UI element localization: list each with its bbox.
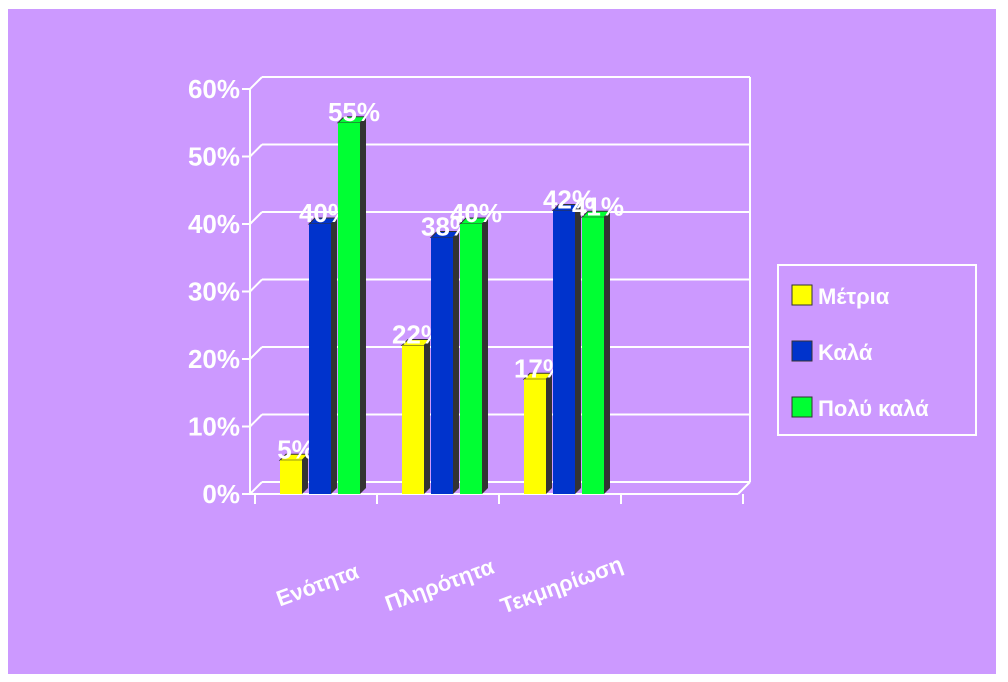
legend-label: Μέτρια xyxy=(818,284,890,309)
bar xyxy=(402,345,424,494)
legend-label: Καλά xyxy=(818,340,873,365)
legend: Μέτρια Καλά Πολύ καλά xyxy=(777,264,977,436)
bar xyxy=(460,224,482,494)
bar-side xyxy=(360,116,366,494)
y-tick-label: 40% xyxy=(188,209,240,239)
y-tick-label: 10% xyxy=(188,412,240,442)
legend-swatch xyxy=(791,284,813,306)
bar xyxy=(553,210,575,494)
chart-background xyxy=(8,9,996,674)
y-tick-label: 20% xyxy=(188,344,240,374)
bar xyxy=(338,122,360,494)
bar-side xyxy=(546,373,552,494)
bar xyxy=(431,237,453,494)
gridline-diagonal xyxy=(249,481,263,495)
y-tick-label: 30% xyxy=(188,277,240,307)
bar-side xyxy=(302,454,308,494)
gridline-diagonal xyxy=(249,413,263,428)
bar-side xyxy=(482,218,488,494)
gridline-diagonal xyxy=(249,278,263,293)
y-tick-label: 0% xyxy=(202,479,240,509)
bar xyxy=(280,460,302,494)
bar xyxy=(524,379,546,494)
legend-swatch xyxy=(791,340,813,362)
legend-box xyxy=(777,264,977,436)
data-label: 40% xyxy=(450,198,502,228)
bar-side xyxy=(331,218,337,494)
data-label: 5% xyxy=(277,434,315,464)
bar-side xyxy=(575,204,581,494)
bar-side xyxy=(424,339,430,494)
y-tick-label: 60% xyxy=(188,74,240,104)
bar-side xyxy=(604,211,610,494)
data-label: 55% xyxy=(328,97,380,127)
gridline-diagonal xyxy=(249,346,263,360)
gridline-diagonal xyxy=(249,76,263,90)
chart-panel: 0%10%20%30%40%50%60%5%40%55%Ενότητα22%38… xyxy=(8,9,996,674)
legend-label: Πολύ καλά xyxy=(818,396,929,421)
gridline-diagonal xyxy=(249,143,263,158)
gridline-diagonal xyxy=(249,211,263,225)
bar xyxy=(582,217,604,494)
floor-edge xyxy=(737,481,751,495)
bar-side xyxy=(453,231,459,494)
data-label: 41% xyxy=(572,191,624,221)
bar xyxy=(309,224,331,494)
y-tick-label: 50% xyxy=(188,142,240,172)
legend-swatch xyxy=(791,396,813,418)
data-label: 42% xyxy=(543,185,595,215)
